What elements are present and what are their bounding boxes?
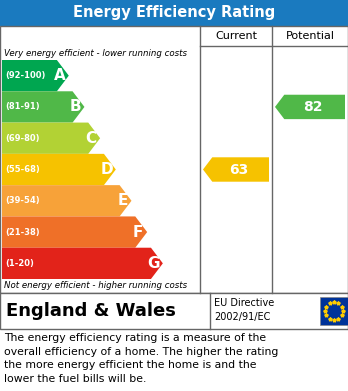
Text: C: C <box>86 131 97 146</box>
Bar <box>0 293 348 329</box>
Polygon shape <box>2 154 116 185</box>
Text: A: A <box>54 68 66 83</box>
Polygon shape <box>203 157 269 182</box>
Polygon shape <box>2 122 100 154</box>
Polygon shape <box>2 185 132 217</box>
Text: Very energy efficient - lower running costs: Very energy efficient - lower running co… <box>4 48 187 57</box>
Polygon shape <box>2 248 163 279</box>
Text: (92-100): (92-100) <box>5 71 45 80</box>
Text: (21-38): (21-38) <box>5 228 40 237</box>
Polygon shape <box>2 60 69 91</box>
Polygon shape <box>2 91 85 122</box>
Text: 82: 82 <box>303 100 323 114</box>
Polygon shape <box>2 217 147 248</box>
Text: Energy Efficiency Rating: Energy Efficiency Rating <box>73 5 275 20</box>
Bar <box>0 0 348 26</box>
Text: EU Directive
2002/91/EC: EU Directive 2002/91/EC <box>214 298 274 322</box>
Text: G: G <box>148 256 160 271</box>
Text: B: B <box>70 99 81 115</box>
Text: Potential: Potential <box>285 31 334 41</box>
Text: D: D <box>101 162 113 177</box>
Bar <box>0 26 348 293</box>
Text: (69-80): (69-80) <box>5 134 40 143</box>
Polygon shape <box>275 95 345 119</box>
Text: (55-68): (55-68) <box>5 165 40 174</box>
Text: 63: 63 <box>229 163 249 176</box>
Text: Not energy efficient - higher running costs: Not energy efficient - higher running co… <box>4 282 187 291</box>
Text: (1-20): (1-20) <box>5 259 34 268</box>
Text: (81-91): (81-91) <box>5 102 40 111</box>
Text: Current: Current <box>215 31 257 41</box>
Text: (39-54): (39-54) <box>5 196 40 205</box>
Text: E: E <box>117 193 128 208</box>
Text: The energy efficiency rating is a measure of the
overall efficiency of a home. T: The energy efficiency rating is a measur… <box>4 333 278 384</box>
Bar <box>320 297 348 325</box>
Text: England & Wales: England & Wales <box>6 302 176 320</box>
Text: F: F <box>133 224 143 240</box>
